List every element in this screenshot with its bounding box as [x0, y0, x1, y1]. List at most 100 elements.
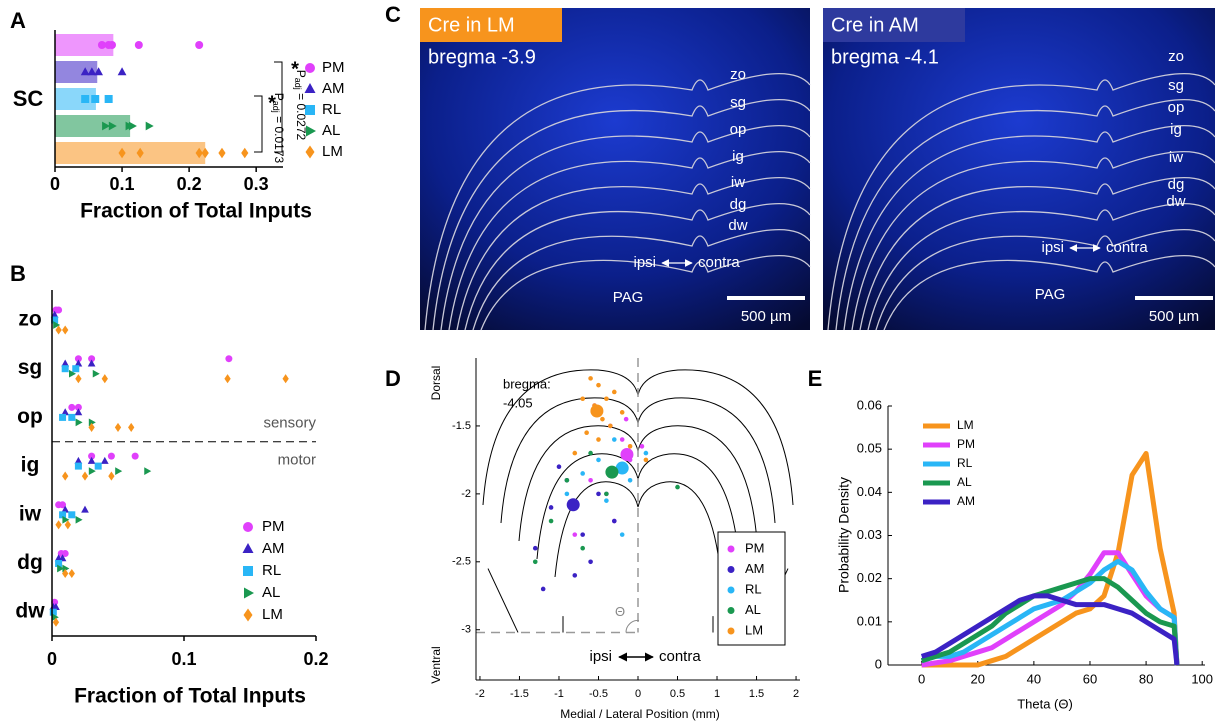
title-box — [823, 8, 965, 42]
mean-point — [615, 461, 629, 475]
mean-point — [605, 465, 619, 479]
marker — [68, 403, 76, 411]
point — [580, 545, 585, 551]
y-tick-label: 0.01 — [857, 613, 882, 628]
image-subtitle: bregma -4.1 — [831, 46, 939, 68]
y-tick-label: sg — [18, 356, 43, 379]
legend-marker — [242, 543, 254, 553]
x-axis-title: Fraction of Total Inputs — [74, 685, 306, 708]
density-line — [921, 450, 1180, 668]
mean-point — [620, 447, 634, 461]
brain-outline — [554, 481, 722, 578]
y-tick-label: iw — [19, 502, 42, 525]
p-value: Padj = 0.0173 — [271, 93, 286, 164]
legend-label: LM — [957, 418, 974, 432]
significance-star: * — [268, 92, 276, 114]
legend-marker — [304, 83, 316, 93]
marker — [88, 355, 96, 363]
marker — [58, 554, 67, 562]
y-tick-label: ig — [21, 454, 40, 477]
marker — [88, 452, 96, 460]
marker — [75, 418, 83, 427]
annotation: bregma: — [503, 376, 551, 391]
layer-label: dw — [728, 217, 747, 234]
marker — [94, 67, 103, 76]
annotation: motor — [278, 452, 316, 469]
marker — [55, 306, 63, 314]
marker — [74, 355, 82, 363]
point — [580, 471, 585, 476]
marker — [128, 422, 135, 432]
marker — [91, 95, 100, 103]
x-tick-label: 0.3 — [244, 174, 269, 194]
point — [596, 382, 601, 388]
x-axis-title: Medial / Lateral Position (mm) — [560, 707, 719, 721]
marker — [145, 121, 154, 131]
point — [611, 389, 617, 395]
significance-bracket — [274, 61, 283, 153]
x-tick-label: 1 — [714, 688, 720, 700]
significance-star: * — [291, 58, 299, 80]
legend-label: AL — [262, 584, 280, 601]
point — [532, 545, 538, 551]
micrograph — [420, 8, 810, 330]
atlas-outline — [875, 228, 1216, 331]
point — [588, 450, 593, 456]
p-subscript: adj — [271, 101, 281, 113]
scale-label: 500 µm — [1149, 308, 1199, 325]
marker — [224, 374, 231, 384]
marker — [59, 501, 67, 509]
marker — [52, 617, 60, 627]
marker — [108, 471, 115, 481]
marker — [59, 413, 67, 421]
x-tick-label: 0.2 — [177, 174, 202, 194]
marker — [117, 67, 127, 76]
point — [596, 491, 601, 497]
point — [604, 396, 609, 402]
legend-label: AM — [957, 494, 975, 508]
atlas-outline — [480, 254, 811, 331]
x-tick-label: 0.1 — [171, 649, 196, 669]
marker — [108, 41, 116, 49]
layer-label: ig — [732, 148, 744, 165]
legend-label: LM — [262, 606, 283, 623]
legend-label: PM — [262, 518, 285, 535]
marker — [114, 422, 122, 432]
layer-label: zo — [1168, 48, 1184, 65]
marker — [68, 568, 75, 579]
legend-label: AM — [745, 561, 765, 576]
point — [611, 518, 617, 524]
layer-label: ig — [1170, 121, 1182, 138]
marker — [195, 41, 204, 49]
marker — [74, 359, 83, 367]
density-line — [920, 593, 1180, 666]
x-tick-label: 0.1 — [110, 174, 135, 194]
marker — [88, 422, 95, 432]
panel-label: D — [385, 366, 401, 391]
marker — [64, 520, 71, 530]
x-tick-label: 0 — [635, 688, 641, 700]
marker — [62, 568, 69, 579]
marker — [74, 403, 82, 411]
legend-label: RL — [745, 581, 762, 596]
marker — [218, 147, 226, 159]
marker — [68, 413, 76, 421]
x-tick-label: 2 — [793, 688, 799, 700]
marker — [68, 511, 76, 519]
point — [572, 573, 578, 578]
point — [532, 559, 538, 565]
layer-label: sg — [1168, 77, 1184, 94]
bar — [55, 115, 131, 137]
legend-label: AM — [262, 540, 285, 557]
point — [580, 396, 585, 402]
marker — [92, 369, 100, 378]
point — [588, 477, 593, 483]
x-tick-label: 40 — [1027, 671, 1041, 686]
marker — [107, 452, 115, 460]
x-tick-label: 100 — [1191, 671, 1213, 686]
bar — [55, 142, 206, 164]
marker — [144, 467, 152, 475]
annotation: contra — [698, 254, 740, 271]
point — [611, 437, 617, 442]
layer-label: op — [730, 121, 747, 138]
